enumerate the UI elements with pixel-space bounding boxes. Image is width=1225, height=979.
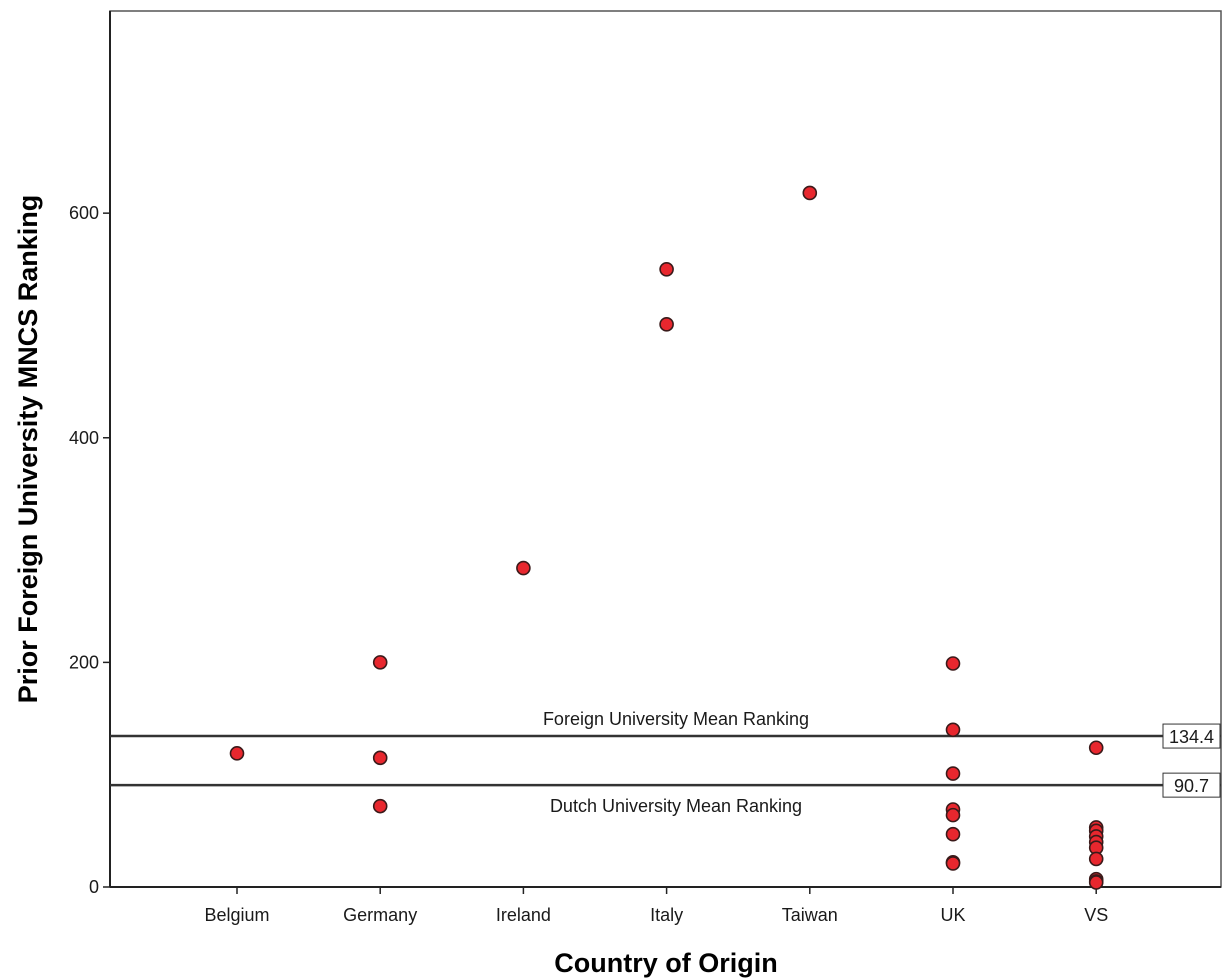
data-point	[516, 560, 531, 576]
reference-value-label: 134.4	[1169, 727, 1214, 747]
reference-value-label: 90.7	[1174, 776, 1209, 796]
data-point	[659, 262, 674, 277]
x-tick-label: Germany	[343, 905, 417, 925]
reference-line-label: Foreign University Mean Ranking	[543, 709, 809, 729]
plot-border	[109, 10, 1222, 888]
data-point	[1088, 851, 1104, 867]
reference-value-box	[1162, 723, 1221, 749]
data-point	[659, 317, 674, 332]
x-tick-label: Belgium	[204, 905, 269, 925]
y-axis-title: Prior Foreign University MNCS Ranking	[13, 195, 43, 704]
data-point	[802, 185, 818, 201]
data-point	[372, 750, 388, 766]
x-axis-title: Country of Origin	[554, 948, 777, 978]
data-point	[945, 722, 961, 738]
data-point	[945, 826, 961, 842]
data-point	[1088, 875, 1104, 890]
x-tick-label: UK	[940, 905, 965, 925]
x-tick-label: Ireland	[496, 905, 551, 925]
y-tick-label: 0	[89, 877, 99, 897]
axis-ticks: 0 200 400 600 Belgium Germany Ireland Italy Taiw…	[69, 203, 1108, 925]
data-point	[945, 856, 961, 871]
x-tick-label: VS	[1084, 905, 1108, 925]
data-point	[945, 656, 961, 671]
x-tick-label: Italy	[650, 905, 683, 925]
x-tick-label: Taiwan	[782, 905, 838, 925]
plot-frame	[109, 10, 1222, 888]
data-point	[945, 807, 961, 823]
data-point	[372, 655, 388, 670]
reference-lines: Foreign University Mean Ranking 134.4 Dutc…	[110, 709, 1221, 816]
reference-value-box	[1162, 772, 1221, 798]
reference-line-label: Dutch University Mean Ranking	[550, 796, 802, 816]
data-point	[372, 798, 388, 814]
y-tick-label: 400	[69, 428, 99, 448]
data-point	[229, 746, 245, 761]
data-point	[945, 766, 961, 781]
data-point	[1088, 740, 1104, 756]
data-points	[229, 185, 1104, 890]
y-tick-label: 200	[69, 652, 99, 672]
y-tick-label: 600	[69, 203, 99, 223]
